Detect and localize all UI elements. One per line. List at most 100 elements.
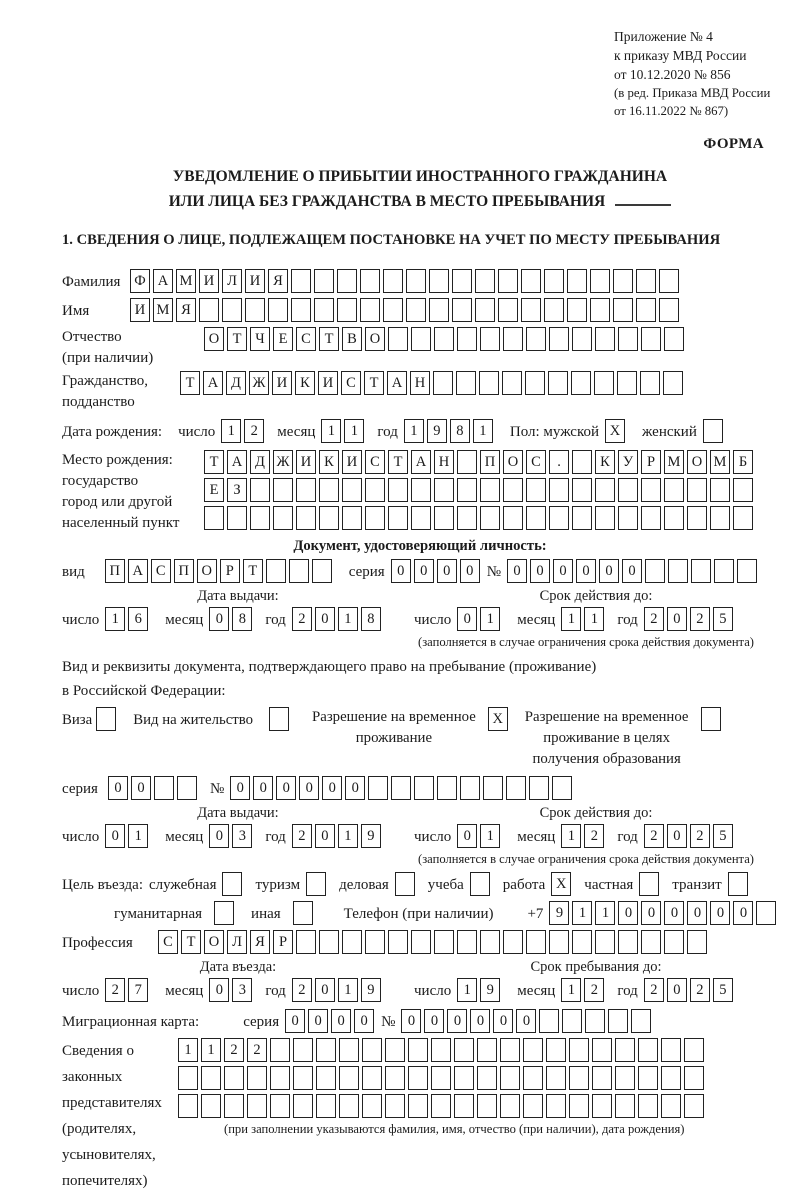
char-cell[interactable] [454,1065,474,1090]
char-cell[interactable] [546,1093,566,1118]
char-cell[interactable]: П [104,558,125,583]
char-cell[interactable] [549,505,569,530]
char-cell[interactable] [337,268,357,293]
char-cell[interactable]: 1 [472,418,493,443]
char-cell[interactable] [406,297,426,322]
char-cell[interactable] [615,1037,635,1062]
char-cell[interactable]: Б [733,449,753,474]
char-cell[interactable] [595,505,615,530]
char-cell[interactable]: М [176,268,196,293]
char-cell[interactable]: У [618,449,638,474]
char-cell[interactable] [411,929,431,954]
char-cell[interactable] [296,929,316,954]
char-cell[interactable] [96,706,117,731]
char-cell[interactable] [457,477,477,502]
char-cell[interactable]: X [551,871,572,896]
char-cell[interactable] [385,1093,405,1118]
char-cell[interactable] [247,1093,267,1118]
char-cell[interactable] [502,370,522,395]
char-cell[interactable] [339,1065,359,1090]
char-cell[interactable] [618,477,638,502]
char-cell[interactable] [288,558,309,583]
char-cell[interactable]: 0 [599,558,619,583]
char-cell[interactable] [411,505,431,530]
char-cell[interactable]: А [153,268,173,293]
char-cell[interactable]: Ж [273,449,293,474]
char-cell[interactable]: Я [268,268,288,293]
char-cell[interactable] [663,370,683,395]
char-cell[interactable] [480,505,500,530]
char-cell[interactable] [613,268,633,293]
char-cell[interactable]: Т [364,370,384,395]
char-cell[interactable] [500,1065,520,1090]
char-cell[interactable]: 0 [424,1008,445,1033]
char-cell[interactable]: 0 [401,1008,422,1033]
char-cell[interactable]: 0 [209,977,230,1002]
char-cell[interactable] [434,505,454,530]
char-cell[interactable]: З [227,477,247,502]
char-cell[interactable] [714,558,734,583]
char-cell[interactable] [617,370,637,395]
char-cell[interactable] [342,477,362,502]
char-cell[interactable] [498,268,518,293]
char-cell[interactable] [618,929,638,954]
char-cell[interactable] [664,477,684,502]
char-cell[interactable]: 1 [201,1037,221,1062]
char-cell[interactable] [503,477,523,502]
char-cell[interactable] [552,775,573,800]
char-cell[interactable]: 0 [107,775,128,800]
char-cell[interactable]: 0 [314,977,335,1002]
char-cell[interactable]: 1 [595,900,616,925]
char-cell[interactable] [475,297,495,322]
char-cell[interactable] [291,297,311,322]
char-cell[interactable] [457,449,477,474]
char-cell[interactable] [391,775,412,800]
char-cell[interactable]: И [342,449,362,474]
char-cell[interactable] [638,1065,658,1090]
char-cell[interactable] [618,326,638,351]
char-cell[interactable] [296,505,316,530]
char-cell[interactable]: 0 [622,558,642,583]
char-cell[interactable]: 1 [221,418,242,443]
char-cell[interactable] [342,505,362,530]
char-cell[interactable] [480,929,500,954]
char-cell[interactable] [360,297,380,322]
char-cell[interactable] [388,477,408,502]
char-cell[interactable] [613,297,633,322]
char-cell[interactable] [316,1037,336,1062]
char-cell[interactable]: 0 [447,1008,468,1033]
char-cell[interactable]: 0 [345,775,366,800]
char-cell[interactable] [659,297,679,322]
char-cell[interactable]: 1 [561,977,582,1002]
char-cell[interactable]: М [153,297,173,322]
char-cell[interactable]: К [595,449,615,474]
char-cell[interactable]: Я [176,297,196,322]
char-cell[interactable] [383,297,403,322]
char-cell[interactable] [434,326,454,351]
char-cell[interactable] [687,477,707,502]
char-cell[interactable]: Д [226,370,246,395]
char-cell[interactable]: Р [219,558,240,583]
char-cell[interactable] [227,505,247,530]
char-cell[interactable] [265,558,286,583]
char-cell[interactable]: 2 [247,1037,267,1062]
char-cell[interactable]: 8 [449,418,470,443]
char-cell[interactable]: 2 [244,418,265,443]
char-cell[interactable] [710,477,730,502]
char-cell[interactable] [702,418,723,443]
char-cell[interactable] [590,268,610,293]
char-cell[interactable]: 0 [470,1008,491,1033]
char-cell[interactable] [572,449,592,474]
char-cell[interactable]: 0 [457,606,478,631]
char-cell[interactable]: 0 [253,775,274,800]
char-cell[interactable] [639,871,660,896]
char-cell[interactable] [661,1037,681,1062]
char-cell[interactable] [687,929,707,954]
char-cell[interactable] [270,1093,290,1118]
char-cell[interactable] [631,1008,652,1033]
char-cell[interactable]: С [365,449,385,474]
char-cell[interactable] [544,268,564,293]
char-cell[interactable] [434,929,454,954]
char-cell[interactable] [500,1037,520,1062]
char-cell[interactable]: 0 [299,775,320,800]
